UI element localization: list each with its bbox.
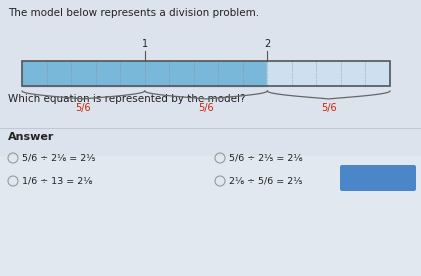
Text: Which equation is represented by the model?: Which equation is represented by the mod… <box>8 94 245 104</box>
Text: 2: 2 <box>264 39 270 49</box>
Bar <box>22 61 390 86</box>
Text: 5/6: 5/6 <box>198 103 214 113</box>
Bar <box>218 61 243 86</box>
Bar <box>0 0 421 156</box>
Bar <box>194 61 218 86</box>
Bar <box>365 61 390 86</box>
Bar <box>267 61 292 86</box>
FancyBboxPatch shape <box>340 165 416 191</box>
Bar <box>96 61 120 86</box>
Bar <box>341 61 365 86</box>
Bar <box>120 61 145 86</box>
Text: Submit Answer: Submit Answer <box>344 174 412 182</box>
Text: 5/6: 5/6 <box>75 103 91 113</box>
Text: 5/6 ÷ 2⅕ = 2⅙: 5/6 ÷ 2⅕ = 2⅙ <box>229 153 303 163</box>
Bar <box>317 61 341 86</box>
Bar <box>0 156 421 276</box>
Bar <box>145 61 169 86</box>
Bar <box>22 61 47 86</box>
Bar <box>169 61 194 86</box>
Text: 2⅙ ÷ 5/6 = 2⅕: 2⅙ ÷ 5/6 = 2⅕ <box>229 176 303 185</box>
Bar <box>292 61 317 86</box>
Text: Answer: Answer <box>8 132 54 142</box>
Text: 1: 1 <box>141 39 148 49</box>
Bar <box>243 61 267 86</box>
Text: 1/6 ÷ 13 = 2⅙: 1/6 ÷ 13 = 2⅙ <box>22 176 92 185</box>
Text: 5/6: 5/6 <box>321 103 336 113</box>
Text: 5/6 ÷ 2⅙ = 2⅕: 5/6 ÷ 2⅙ = 2⅕ <box>22 153 96 163</box>
Text: The model below represents a division problem.: The model below represents a division pr… <box>8 8 259 18</box>
Bar <box>71 61 96 86</box>
Bar <box>47 61 71 86</box>
